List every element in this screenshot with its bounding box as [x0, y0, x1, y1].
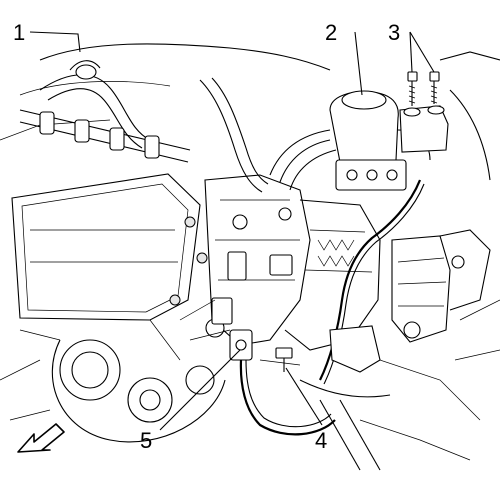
callout-1: 1 [13, 20, 25, 45]
injector-row [39, 111, 160, 159]
bolt-pair [407, 71, 440, 106]
abs-module [329, 90, 407, 191]
ground-clip [275, 347, 293, 372]
abs-bracket [399, 105, 449, 153]
callout-labels: 1 2 3 4 5 [13, 20, 400, 453]
gear-teeth [317, 239, 355, 267]
front-direction-arrow-icon [17, 423, 65, 453]
callout-leaders [29, 31, 435, 431]
callout-3: 3 [388, 20, 400, 45]
callout-2: 2 [325, 20, 337, 45]
callout-4: 4 [315, 428, 327, 453]
engine-bay-linework [0, 43, 500, 471]
callout-5: 5 [140, 428, 152, 453]
